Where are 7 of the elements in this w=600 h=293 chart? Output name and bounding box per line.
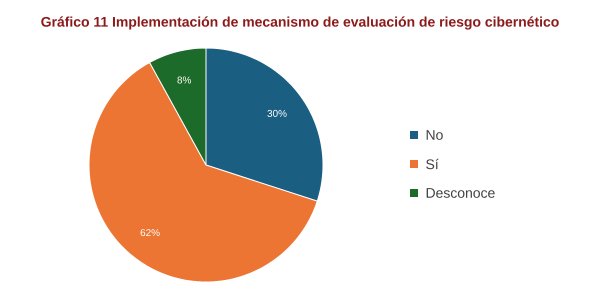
legend-label: No: [426, 130, 443, 140]
data-label: 30%: [267, 110, 287, 117]
data-label: 62%: [140, 229, 160, 236]
data-label: 8%: [177, 76, 192, 84]
legend-label: Sí: [426, 158, 439, 170]
chart-title: Gráfico 11 Implementación de mecanismo de evaluación de riesgo cibernético: [41, 16, 559, 30]
legend-label: Desconoce: [426, 188, 495, 198]
